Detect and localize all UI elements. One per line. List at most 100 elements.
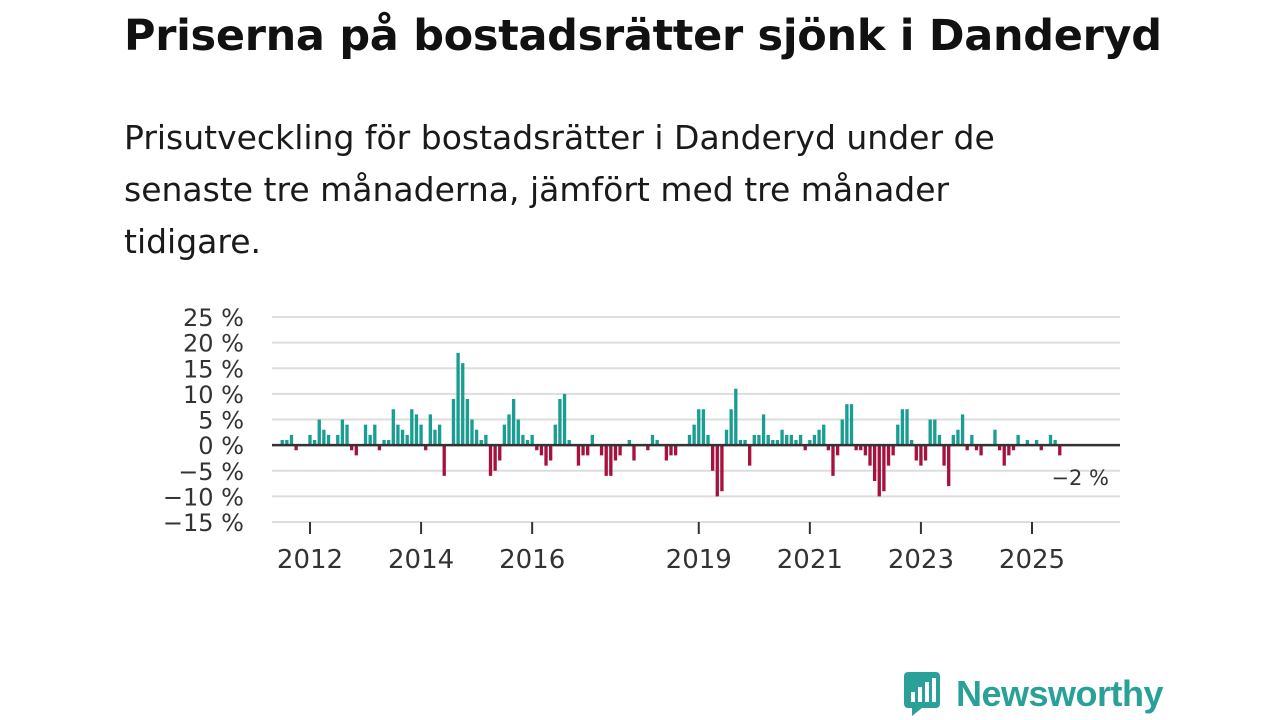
x-tick-label: 2014	[388, 545, 454, 575]
bar	[599, 445, 604, 456]
bar	[488, 445, 493, 476]
bar	[349, 445, 354, 451]
bar	[535, 445, 539, 451]
bar	[294, 445, 298, 451]
bar	[1016, 434, 1020, 446]
bar	[414, 414, 419, 446]
bar	[673, 445, 678, 456]
bar	[771, 440, 775, 446]
bar	[632, 445, 636, 461]
last-value-label: −2 %	[1051, 466, 1109, 490]
newsworthy-logo: Newsworthy	[902, 670, 1164, 718]
bar	[664, 445, 669, 461]
x-tick-label: 2016	[499, 545, 565, 575]
bar	[382, 440, 386, 446]
bar	[502, 424, 507, 446]
bar	[553, 424, 557, 446]
bar	[456, 352, 460, 446]
bar	[428, 414, 432, 446]
x-tick-label: 2025	[999, 545, 1065, 575]
y-tick-label: 0 %	[198, 432, 244, 460]
bar	[326, 434, 331, 446]
bar	[697, 409, 701, 446]
bar	[822, 424, 826, 446]
bar	[1048, 434, 1053, 446]
bar	[724, 429, 729, 446]
bar	[729, 409, 733, 446]
bar	[400, 429, 405, 446]
bar	[1011, 445, 1016, 451]
bar	[613, 445, 618, 461]
bar	[854, 445, 858, 451]
bar	[910, 440, 914, 446]
bar	[340, 419, 345, 446]
y-tick-label: −5 %	[178, 458, 244, 486]
bar	[646, 445, 650, 451]
x-tick-label: 2012	[277, 545, 343, 575]
bar	[845, 404, 849, 446]
bar	[604, 445, 608, 476]
bar	[544, 445, 548, 466]
bar	[562, 393, 567, 446]
bar	[396, 424, 400, 446]
bar	[558, 399, 562, 446]
bar	[451, 399, 456, 446]
bar	[437, 424, 442, 446]
y-tick-label: 10 %	[183, 381, 244, 409]
bar	[669, 445, 673, 456]
bar	[914, 445, 918, 461]
bar	[752, 434, 756, 446]
bar	[993, 429, 997, 446]
bar	[391, 409, 395, 446]
bar	[933, 419, 937, 446]
bar	[581, 445, 585, 456]
bar	[289, 434, 294, 446]
bar	[1025, 440, 1030, 446]
bar	[715, 445, 719, 497]
bar	[947, 445, 951, 487]
bar	[377, 445, 382, 451]
x-axis: 2012 2014 2016 2019 2021 2023 2025	[277, 522, 1065, 575]
bar	[618, 445, 622, 456]
bar	[317, 419, 321, 446]
bar	[470, 419, 474, 446]
y-tick-label: 20 %	[183, 330, 244, 358]
bar	[775, 440, 780, 446]
bar	[1034, 440, 1039, 446]
bar	[484, 434, 488, 446]
bar	[923, 445, 928, 461]
bar	[363, 424, 368, 446]
bar	[868, 445, 872, 466]
y-tick-label: 25 %	[183, 304, 244, 332]
bar	[516, 419, 520, 446]
bar	[738, 440, 743, 446]
bar	[803, 445, 807, 451]
bar	[997, 445, 1002, 451]
bar	[766, 434, 770, 446]
bar	[743, 440, 747, 446]
bar	[465, 399, 470, 446]
bar	[789, 434, 793, 446]
bar	[849, 404, 854, 446]
bar	[576, 445, 581, 466]
bar	[965, 445, 969, 451]
bar	[627, 440, 632, 446]
bar	[655, 440, 659, 446]
bar	[609, 445, 613, 476]
bar	[794, 440, 798, 446]
y-tick-label: −15 %	[163, 509, 244, 537]
bar	[919, 445, 923, 466]
y-axis: 25 %20 %15 %10 %5 %0 %−5 %−10 %−15 %	[163, 304, 244, 537]
bar	[956, 429, 960, 446]
bar	[1007, 445, 1011, 456]
bar	[891, 445, 895, 456]
bar	[410, 409, 414, 446]
bar	[928, 419, 932, 446]
bar	[710, 445, 715, 471]
bar	[937, 434, 942, 446]
bar	[549, 445, 553, 461]
bar	[817, 429, 821, 446]
bar	[734, 388, 738, 446]
bar	[808, 440, 812, 446]
bar	[701, 409, 706, 446]
